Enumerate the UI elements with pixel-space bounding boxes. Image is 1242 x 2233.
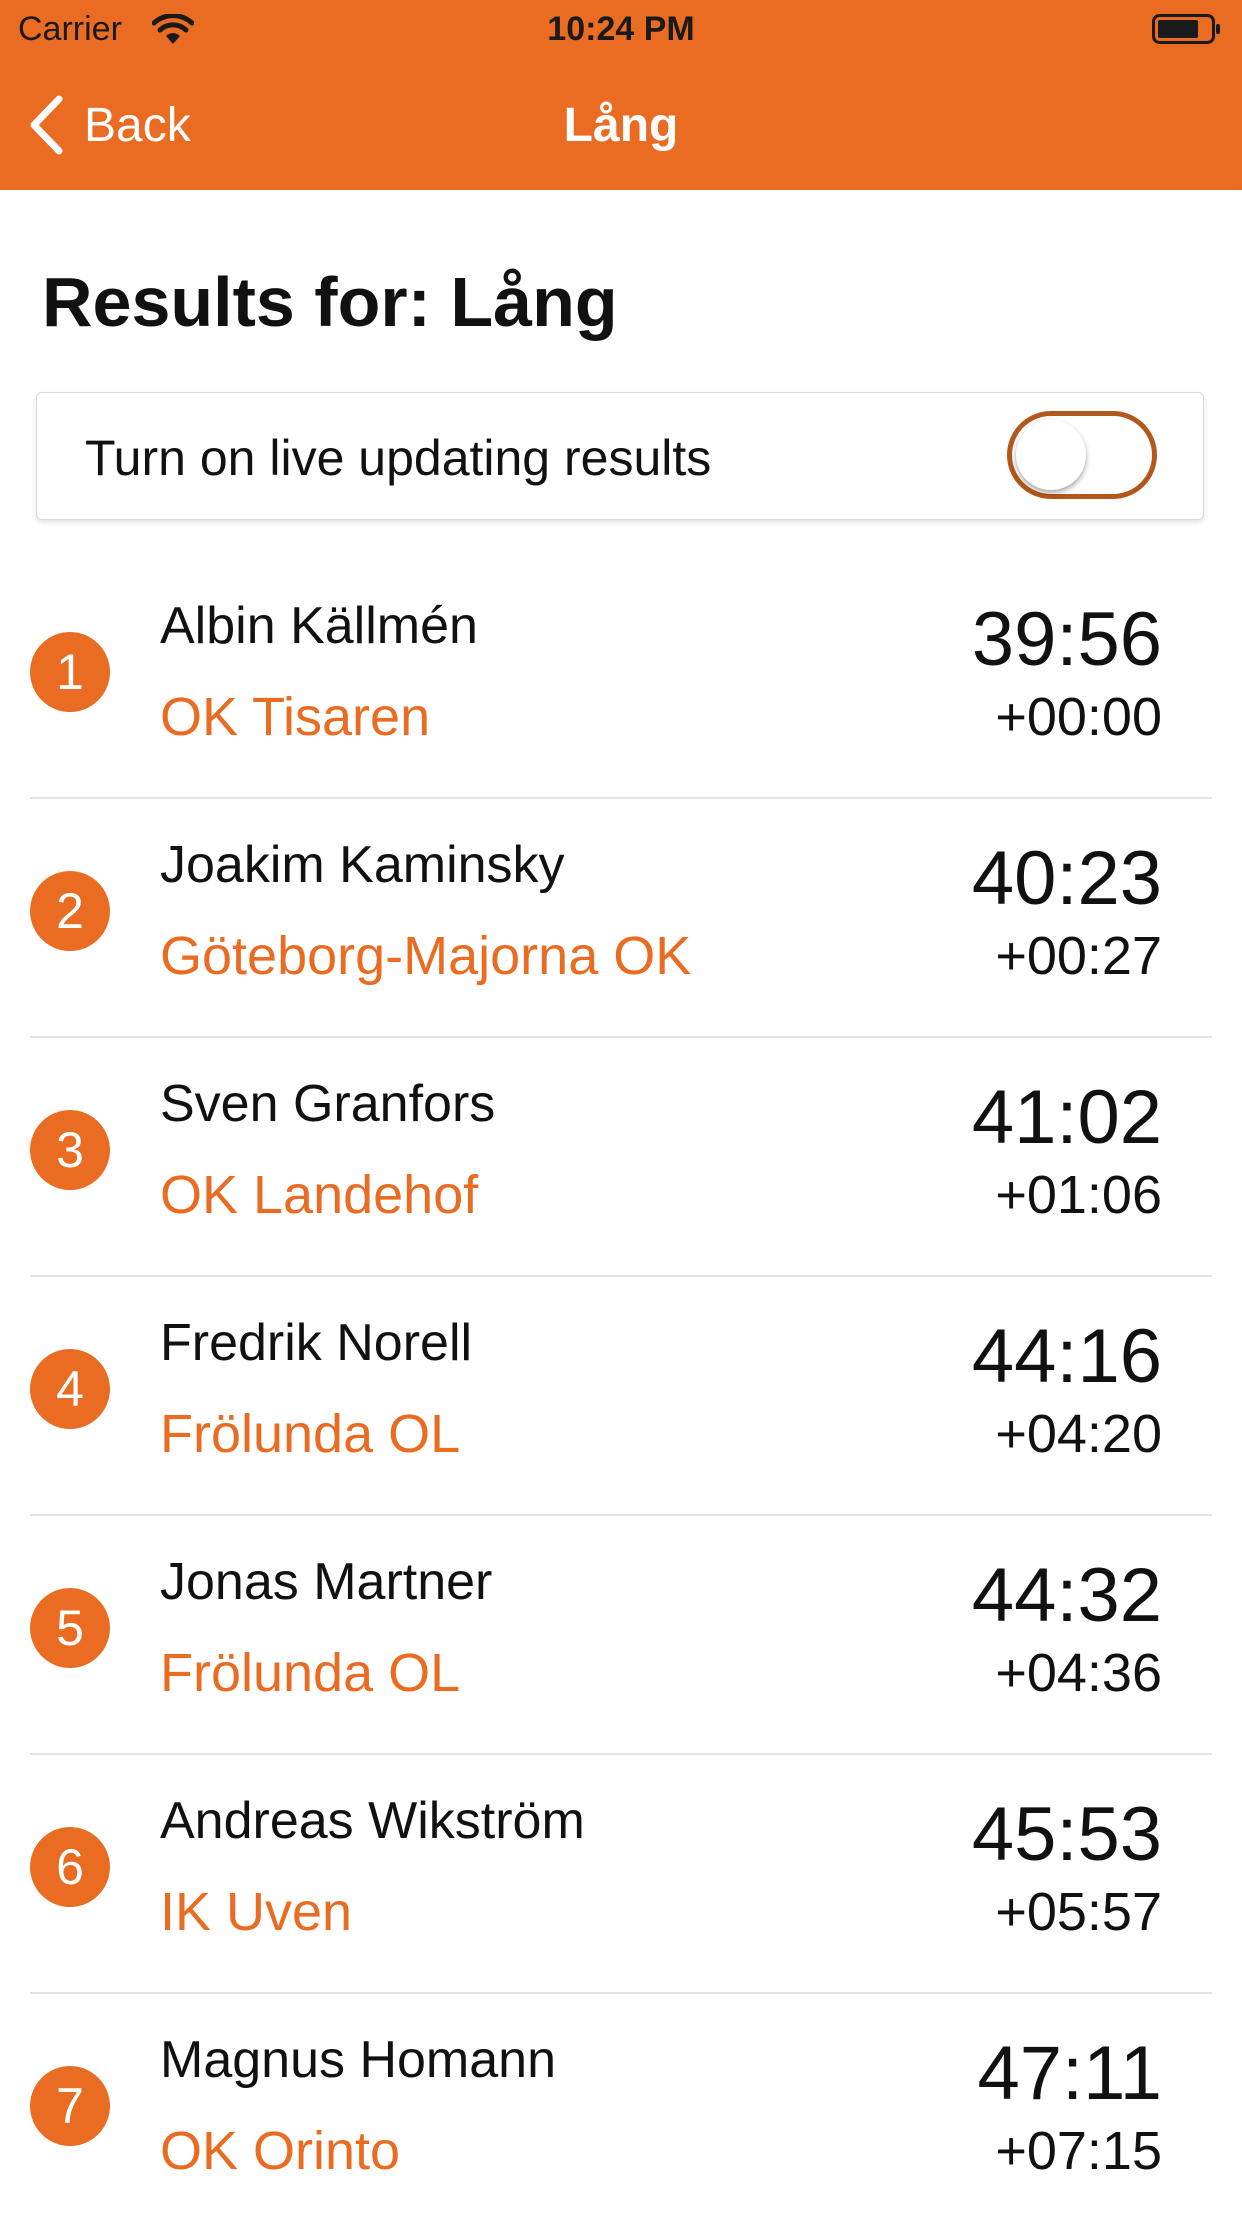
runner-club: OK Landehof <box>160 1165 479 1225</box>
result-row[interactable]: 2 Joakim Kaminsky Göteborg-Majorna OK 40… <box>0 799 1242 1038</box>
toggle-knob <box>1016 420 1086 490</box>
runner-club: Frölunda OL <box>160 1643 461 1703</box>
battery-icon <box>1152 14 1220 44</box>
row-divider <box>30 1753 1212 1755</box>
rank-badge: 6 <box>30 1827 110 1907</box>
status-bar: Carrier 10:24 PM <box>0 0 1242 62</box>
runner-club: OK Tisaren <box>160 687 431 747</box>
chevron-left-icon <box>30 95 63 155</box>
time-behind: +07:15 <box>995 2121 1162 2181</box>
result-time: 39:56 <box>971 597 1162 682</box>
row-divider <box>30 1514 1212 1516</box>
result-row[interactable]: 1 Albin Källmén OK Tisaren 39:56 +00:00 <box>0 560 1242 799</box>
result-time: 45:53 <box>971 1792 1162 1877</box>
result-row[interactable]: 6 Andreas Wikström IK Uven 45:53 +05:57 <box>0 1755 1242 1994</box>
rank-badge: 5 <box>30 1588 110 1668</box>
result-time: 40:23 <box>971 836 1162 921</box>
results-list: 1 Albin Källmén OK Tisaren 39:56 +00:00 … <box>0 560 1242 2233</box>
rank-badge: 7 <box>30 2066 110 2146</box>
time-behind: +04:36 <box>995 1643 1162 1703</box>
time-behind: +00:00 <box>995 687 1162 747</box>
row-divider <box>30 1275 1212 1277</box>
runner-name: Joakim Kaminsky <box>160 836 565 894</box>
result-time: 44:32 <box>971 1553 1162 1638</box>
row-divider <box>30 1036 1212 1038</box>
time-behind: +01:06 <box>995 1165 1162 1225</box>
rank-badge: 4 <box>30 1349 110 1429</box>
result-time: 47:11 <box>977 2031 1162 2116</box>
result-row[interactable]: 3 Sven Granfors OK Landehof 41:02 +01:06 <box>0 1038 1242 1277</box>
rank-badge: 1 <box>30 632 110 712</box>
runner-name: Albin Källmén <box>160 597 478 655</box>
page-title: Results for: Lång <box>42 263 618 341</box>
back-label: Back <box>84 98 191 152</box>
result-time: 41:02 <box>971 1075 1162 1160</box>
wifi-icon <box>152 14 194 44</box>
runner-name: Sven Granfors <box>160 1075 496 1133</box>
live-updating-toggle[interactable] <box>1007 411 1157 499</box>
time-behind: +00:27 <box>995 926 1162 986</box>
carrier-label: Carrier <box>18 10 122 48</box>
result-time: 44:16 <box>971 1314 1162 1399</box>
nav-title: Lång <box>563 99 679 152</box>
result-row[interactable]: 4 Fredrik Norell Frölunda OL 44:16 +04:2… <box>0 1277 1242 1516</box>
runner-club: OK Orinto <box>160 2121 401 2181</box>
rank-badge: 3 <box>30 1110 110 1190</box>
live-updating-label: Turn on live updating results <box>85 430 712 486</box>
live-updating-card: Turn on live updating results <box>36 392 1204 520</box>
result-row[interactable]: 5 Jonas Martner Frölunda OL 44:32 +04:36 <box>0 1516 1242 1755</box>
time-behind: +04:20 <box>995 1404 1162 1464</box>
runner-name: Magnus Homann <box>160 2031 556 2089</box>
runner-name: Jonas Martner <box>160 1553 493 1611</box>
row-divider <box>30 1992 1212 1994</box>
runner-club: Frölunda OL <box>160 1404 461 1464</box>
runner-club: IK Uven <box>160 1882 353 1942</box>
back-button[interactable]: Back <box>28 92 191 158</box>
rank-badge: 2 <box>30 871 110 951</box>
clock: 10:24 PM <box>547 10 695 48</box>
row-divider <box>30 797 1212 799</box>
time-behind: +05:57 <box>995 1882 1162 1942</box>
navigation-bar: Carrier 10:24 PM Back Lång <box>0 0 1242 190</box>
runner-club: Göteborg-Majorna OK <box>160 926 692 986</box>
result-row[interactable]: 7 Magnus Homann OK Orinto 47:11 +07:15 <box>0 1994 1242 2233</box>
runner-name: Fredrik Norell <box>160 1314 473 1372</box>
runner-name: Andreas Wikström <box>160 1792 585 1850</box>
